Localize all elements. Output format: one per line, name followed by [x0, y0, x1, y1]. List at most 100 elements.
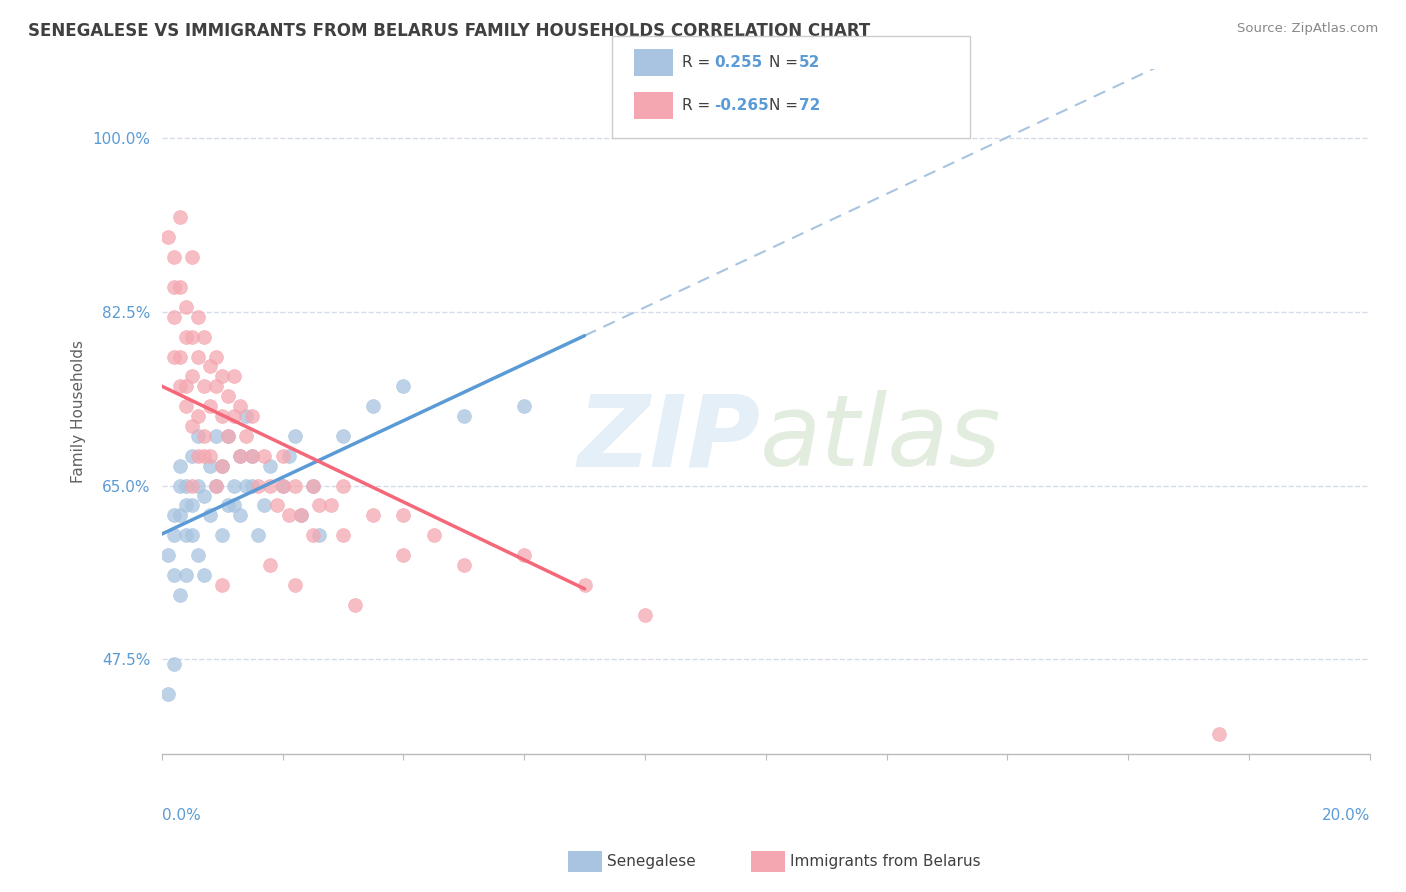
Point [211, 458, 233, 473]
Point [224, 478, 246, 492]
Point [174, 300, 197, 314]
Point [513, 399, 536, 413]
Text: -0.265: -0.265 [714, 98, 769, 112]
Point [211, 409, 233, 423]
Point [332, 429, 354, 443]
Point [205, 429, 228, 443]
Point [163, 310, 186, 324]
Point [169, 211, 191, 225]
Point [235, 409, 257, 423]
Point [193, 489, 215, 503]
Point [271, 478, 294, 492]
Text: 0.255: 0.255 [714, 55, 762, 70]
Point [392, 379, 415, 393]
Point [205, 350, 228, 364]
Text: atlas: atlas [759, 390, 1001, 487]
Point [163, 350, 186, 364]
Point [308, 528, 330, 542]
Point [193, 449, 215, 463]
Text: SENEGALESE VS IMMIGRANTS FROM BELARUS FAMILY HOUSEHOLDS CORRELATION CHART: SENEGALESE VS IMMIGRANTS FROM BELARUS FA… [28, 22, 870, 40]
Point [163, 250, 186, 264]
Point [253, 499, 276, 513]
Point [181, 528, 204, 542]
Point [211, 528, 233, 542]
Point [392, 548, 415, 562]
Point [205, 478, 228, 492]
Point [513, 548, 536, 562]
Point [156, 687, 179, 701]
Point [163, 508, 186, 523]
Point [156, 230, 179, 244]
Point [422, 528, 444, 542]
Y-axis label: Family Households: Family Households [72, 340, 86, 483]
Point [217, 389, 239, 403]
Point [187, 478, 209, 492]
Point [181, 369, 204, 384]
Text: N =: N = [769, 98, 803, 112]
Point [301, 478, 323, 492]
Point [211, 458, 233, 473]
Point [174, 399, 197, 413]
Point [156, 548, 179, 562]
Point [259, 458, 281, 473]
Point [187, 449, 209, 463]
Point [174, 329, 197, 343]
Point [181, 449, 204, 463]
Point [211, 369, 233, 384]
Point [235, 429, 257, 443]
Point [174, 568, 197, 582]
Point [332, 528, 354, 542]
Point [344, 598, 367, 612]
Text: Senegalese: Senegalese [607, 855, 696, 869]
Point [169, 458, 191, 473]
Point [284, 478, 307, 492]
Point [174, 528, 197, 542]
Point [271, 449, 294, 463]
Point [193, 568, 215, 582]
Point [169, 588, 191, 602]
Point [453, 558, 475, 572]
Point [174, 478, 197, 492]
Point [259, 478, 281, 492]
Point [634, 607, 657, 622]
Point [181, 250, 204, 264]
Point [187, 429, 209, 443]
Point [229, 449, 252, 463]
Point [1208, 727, 1230, 741]
Point [224, 499, 246, 513]
Point [217, 429, 239, 443]
Point [271, 478, 294, 492]
Point [163, 657, 186, 672]
Text: ZIP: ZIP [578, 390, 761, 487]
Text: Immigrants from Belarus: Immigrants from Belarus [790, 855, 981, 869]
Point [277, 508, 299, 523]
Point [229, 508, 252, 523]
Point [169, 379, 191, 393]
Point [453, 409, 475, 423]
Text: R =: R = [682, 98, 716, 112]
Point [169, 478, 191, 492]
Point [169, 280, 191, 294]
Point [181, 419, 204, 434]
Point [224, 409, 246, 423]
Point [187, 350, 209, 364]
Point [301, 478, 323, 492]
Text: N =: N = [769, 55, 803, 70]
Point [284, 578, 307, 592]
Point [193, 329, 215, 343]
Text: R =: R = [682, 55, 716, 70]
Point [181, 478, 204, 492]
Point [319, 499, 342, 513]
Text: 20.0%: 20.0% [1322, 808, 1369, 823]
Text: 72: 72 [799, 98, 820, 112]
Point [574, 578, 596, 592]
Point [174, 499, 197, 513]
Point [205, 379, 228, 393]
Point [198, 399, 221, 413]
Text: 0.0%: 0.0% [162, 808, 201, 823]
Point [284, 429, 307, 443]
Point [290, 508, 312, 523]
Point [240, 409, 263, 423]
Point [193, 429, 215, 443]
Point [163, 568, 186, 582]
